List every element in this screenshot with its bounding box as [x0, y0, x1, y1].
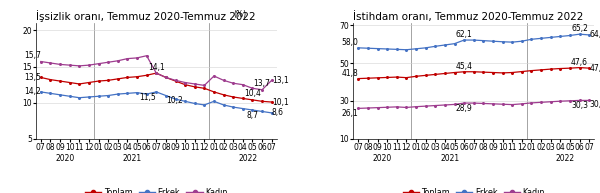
Text: 41,8: 41,8 [341, 69, 358, 78]
Text: 2020: 2020 [373, 154, 392, 163]
Text: 30,3: 30,3 [571, 101, 588, 110]
Text: 28,9: 28,9 [456, 104, 472, 113]
Text: 2022: 2022 [238, 154, 257, 163]
Text: 10,1: 10,1 [272, 97, 289, 107]
Text: 58,0: 58,0 [341, 38, 358, 47]
Text: 2021: 2021 [440, 154, 459, 163]
Text: 62,1: 62,1 [456, 30, 472, 39]
Text: 2021: 2021 [122, 154, 142, 163]
Text: 14,1: 14,1 [148, 63, 164, 72]
Text: 14,2: 14,2 [24, 87, 41, 96]
Text: 2020: 2020 [55, 154, 74, 163]
Legend: Toplam, Erkek, Kadın: Toplam, Erkek, Kadın [400, 185, 548, 193]
Text: 65,2: 65,2 [571, 24, 588, 33]
Text: (%): (%) [233, 9, 247, 19]
Text: 45,4: 45,4 [455, 62, 473, 71]
Text: 30,3: 30,3 [589, 100, 600, 109]
Text: 11,5: 11,5 [140, 93, 156, 102]
Text: 47,6: 47,6 [571, 58, 588, 67]
Text: 13,1: 13,1 [272, 76, 289, 85]
Legend: Toplam, Erkek, Kadın: Toplam, Erkek, Kadın [82, 185, 230, 193]
Text: İstihdam oranı, Temmuz 2020-Temmuz 2022: İstihdam oranı, Temmuz 2020-Temmuz 2022 [353, 11, 584, 22]
Text: 2022: 2022 [556, 154, 575, 163]
Text: 10,4: 10,4 [244, 89, 261, 98]
Text: İşsizlik oranı, Temmuz 2020-Temmuz 2022: İşsizlik oranı, Temmuz 2020-Temmuz 2022 [36, 10, 256, 22]
Text: 10,2: 10,2 [166, 96, 182, 105]
Text: 13,7: 13,7 [254, 79, 271, 88]
Text: 64,8: 64,8 [589, 30, 600, 39]
Text: 8,6: 8,6 [272, 108, 284, 117]
Text: 8,7: 8,7 [247, 111, 259, 120]
Text: 15,7: 15,7 [24, 51, 41, 60]
Text: 13,5: 13,5 [24, 73, 41, 82]
Text: 26,1: 26,1 [341, 109, 358, 118]
Text: 47,3: 47,3 [589, 64, 600, 73]
